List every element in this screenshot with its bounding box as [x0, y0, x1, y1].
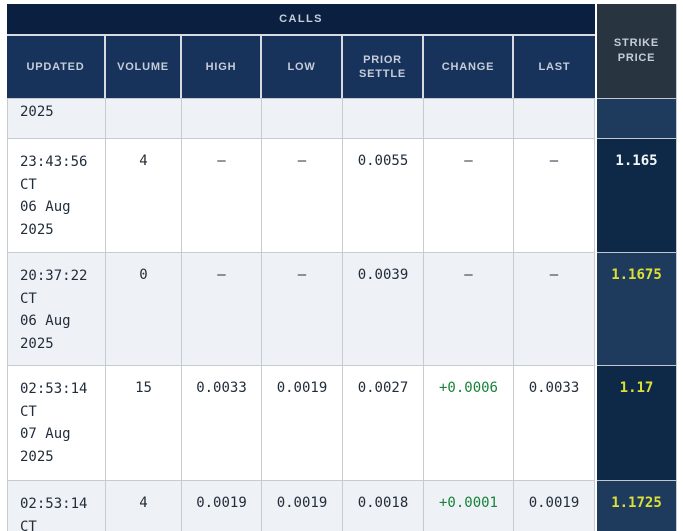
- cell-last: 0.0019: [514, 481, 595, 531]
- cell-change: +0.0006: [424, 366, 514, 480]
- table-row: 20:37:22 CT 06 Aug 2025 0 – – 0.0039 – –: [7, 252, 595, 365]
- column-header-change: CHANGE: [424, 36, 514, 98]
- strike-price-cell: [597, 98, 677, 138]
- strike-price-cell[interactable]: 1.17: [597, 365, 677, 480]
- cell-low: –: [262, 139, 343, 252]
- column-header-high: HIGH: [182, 36, 262, 98]
- calls-section-header: CALLS: [7, 4, 595, 34]
- cell-change: –: [424, 253, 514, 365]
- table-row: 02:53:14 CT 4 0.0019 0.0019 0.0018 +0.00…: [7, 480, 595, 531]
- cell-high: –: [182, 139, 262, 252]
- column-header-low: LOW: [262, 36, 343, 98]
- cell-high: 0.0019: [182, 481, 262, 531]
- cell-high: –: [182, 253, 262, 365]
- cell-change: +0.0001: [424, 481, 514, 531]
- header-divider: [7, 34, 595, 36]
- strike-price-cell[interactable]: 1.1675: [597, 252, 677, 365]
- cell-updated: 02:53:14 CT: [7, 481, 106, 531]
- cell-high: 0.0033: [182, 366, 262, 480]
- cell-updated: 23:43:56 CT 06 Aug 2025: [7, 139, 106, 252]
- column-header-volume: VOLUME: [106, 36, 182, 98]
- cell-prior-settle: 0.0039: [343, 253, 424, 365]
- column-header-last: LAST: [514, 36, 595, 98]
- cell-volume: 4: [106, 139, 182, 252]
- column-header-row: UPDATED VOLUME HIGH LOW PRIOR SETTLE CHA…: [7, 36, 595, 98]
- cell-last: 0.0033: [514, 366, 595, 480]
- cell-last: [514, 99, 595, 138]
- column-header-prior-settle: PRIOR SETTLE: [343, 36, 424, 98]
- cell-volume: [106, 99, 182, 138]
- column-header-updated: UPDATED: [7, 36, 106, 98]
- cell-volume: 15: [106, 366, 182, 480]
- cell-updated: 2025: [7, 99, 106, 138]
- cell-low: [262, 99, 343, 138]
- cell-updated: 20:37:22 CT 06 Aug 2025: [7, 253, 106, 365]
- cell-last: –: [514, 253, 595, 365]
- cell-high: [182, 99, 262, 138]
- strike-price-header: STRIKE PRICE: [597, 4, 677, 98]
- cell-prior-settle: [343, 99, 424, 138]
- cell-change: [424, 99, 514, 138]
- cell-last: –: [514, 139, 595, 252]
- cell-change: –: [424, 139, 514, 252]
- cell-prior-settle: 0.0018: [343, 481, 424, 531]
- calls-section: CALLS UPDATED VOLUME HIGH LOW PRIOR SETT…: [7, 4, 595, 531]
- cell-low: 0.0019: [262, 481, 343, 531]
- strike-price-column: STRIKE PRICE 1.165 1.1675 1.17 1.1725: [597, 4, 677, 531]
- table-row: 23:43:56 CT 06 Aug 2025 4 – – 0.0055 – –: [7, 138, 595, 252]
- strike-price-cell[interactable]: 1.165: [597, 138, 677, 252]
- cell-low: 0.0019: [262, 366, 343, 480]
- cell-prior-settle: 0.0027: [343, 366, 424, 480]
- cell-volume: 4: [106, 481, 182, 531]
- strike-price-cell[interactable]: 1.1725: [597, 480, 677, 531]
- table-row: 02:53:14 CT 07 Aug 2025 15 0.0033 0.0019…: [7, 365, 595, 480]
- cell-prior-settle: 0.0055: [343, 139, 424, 252]
- cell-volume: 0: [106, 253, 182, 365]
- cell-updated: 02:53:14 CT 07 Aug 2025: [7, 366, 106, 480]
- table-row: 2025: [7, 98, 595, 138]
- cell-low: –: [262, 253, 343, 365]
